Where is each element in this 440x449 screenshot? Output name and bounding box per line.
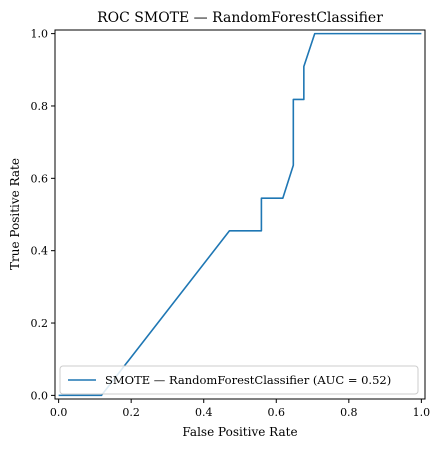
x-tick-label: 0.0 bbox=[50, 406, 68, 419]
chart-title: ROC SMOTE — RandomForestClassifier bbox=[97, 10, 383, 26]
plot-area bbox=[54, 29, 426, 400]
x-tick-label: 0.6 bbox=[268, 406, 286, 419]
y-tick-label: 1.0 bbox=[31, 28, 49, 41]
x-tick-label: 0.4 bbox=[195, 406, 213, 419]
axes-frame bbox=[54, 29, 426, 400]
x-axis-label: False Positive Rate bbox=[182, 425, 297, 439]
roc-curve-line-0 bbox=[58, 32, 422, 397]
x-tick-label: 0.2 bbox=[122, 406, 140, 419]
axis-ticks: 0.0 0.2 0.4 0.6 0.8 1.0 0.0 0.2 0.4 0.6 0.8 1.0 bbox=[31, 28, 431, 419]
y-axis-label: True Positive Rate bbox=[8, 158, 22, 270]
y-tick-label: 0.2 bbox=[31, 317, 49, 330]
x-tick-label: 1.0 bbox=[413, 406, 431, 419]
legend-label: SMOTE — RandomForestClassifier (AUC = 0.… bbox=[105, 373, 391, 387]
y-tick-label: 0.8 bbox=[31, 100, 49, 113]
y-tick-label: 0.4 bbox=[31, 245, 49, 258]
legend-box bbox=[59, 365, 419, 395]
y-tick-label: 0.0 bbox=[31, 389, 49, 402]
y-tick-label: 0.6 bbox=[31, 172, 49, 185]
x-tick-label: 0.8 bbox=[340, 406, 358, 419]
legend: SMOTE — RandomForestClassifier (AUC = 0.… bbox=[59, 365, 419, 395]
